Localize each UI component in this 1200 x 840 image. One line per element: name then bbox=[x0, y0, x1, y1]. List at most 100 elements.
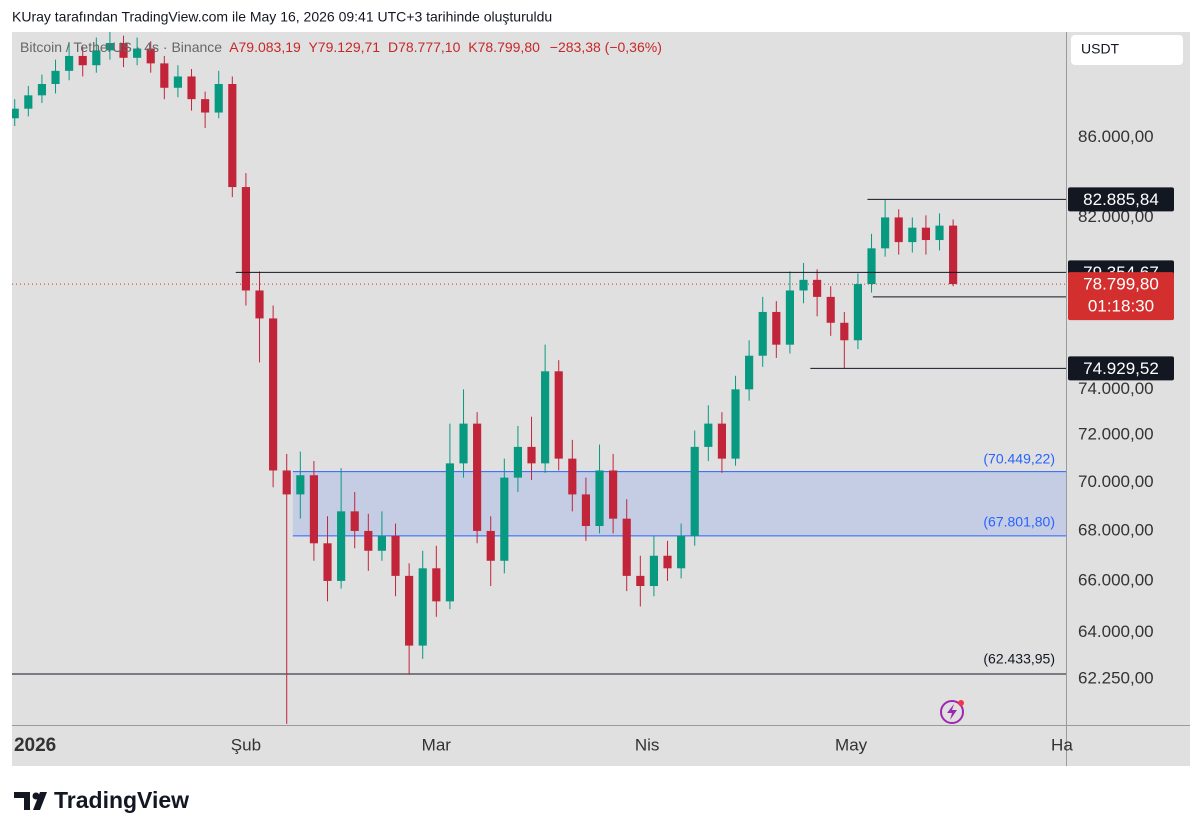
candle-body bbox=[323, 543, 332, 581]
candle-body bbox=[949, 225, 958, 285]
candle-body bbox=[813, 279, 822, 297]
candle-body bbox=[799, 279, 808, 291]
x-tick-label: Ha bbox=[1051, 735, 1073, 754]
y-tick-label: 66.000,00 bbox=[1078, 570, 1154, 589]
candle-body bbox=[745, 355, 754, 390]
ohlc-low: D78.777,10 bbox=[388, 39, 461, 55]
candle-body bbox=[690, 446, 699, 536]
candle-body bbox=[677, 535, 686, 569]
candle-body bbox=[908, 227, 917, 243]
x-tick-label: Nis bbox=[635, 735, 660, 754]
candle-body bbox=[146, 48, 155, 64]
x-tick-label: Mar bbox=[422, 735, 452, 754]
y-tick-label: 72.000,00 bbox=[1078, 425, 1154, 444]
alert-icon[interactable] bbox=[940, 700, 964, 724]
candle-body bbox=[649, 555, 658, 587]
candle-body bbox=[173, 76, 182, 88]
candle-body bbox=[568, 458, 577, 495]
x-tick-label: 2026 bbox=[14, 735, 56, 756]
candle-body bbox=[785, 290, 794, 345]
last-price-badge bbox=[1068, 272, 1174, 321]
candle-body bbox=[12, 108, 19, 119]
candle-body bbox=[92, 50, 101, 66]
ohlc-high: Y79.129,71 bbox=[308, 39, 380, 55]
candle-body bbox=[391, 535, 400, 576]
logo-text: TradingView bbox=[54, 787, 189, 813]
plot bbox=[12, 32, 1066, 724]
candle-body bbox=[717, 423, 726, 459]
candle-body bbox=[554, 371, 563, 459]
support-label: (62.433,95) bbox=[983, 651, 1055, 667]
candle-body bbox=[881, 217, 890, 249]
candle-body bbox=[758, 311, 767, 356]
candle-body bbox=[541, 371, 550, 464]
candle-body bbox=[255, 290, 264, 319]
candle-body bbox=[160, 63, 169, 88]
candle-body bbox=[241, 187, 250, 291]
alert-bolt[interactable] bbox=[947, 704, 957, 720]
candle-body bbox=[282, 470, 291, 495]
candle-body bbox=[527, 446, 536, 464]
candle-body bbox=[377, 535, 386, 551]
candle-body bbox=[595, 470, 604, 527]
candle-body bbox=[445, 463, 454, 602]
last-price-label: 78.799,80 bbox=[1083, 275, 1159, 294]
symbol: Bitcoin / TetherUS · 4s · Binance bbox=[20, 39, 222, 55]
candle-body bbox=[921, 227, 930, 241]
candle-body bbox=[486, 530, 495, 561]
candle-body bbox=[418, 568, 427, 646]
candle-body bbox=[622, 518, 631, 576]
candle-body bbox=[296, 475, 305, 495]
candle-body bbox=[826, 296, 835, 323]
level-label: 74.929,52 bbox=[1083, 359, 1159, 378]
candle-body bbox=[513, 446, 522, 478]
candle-body bbox=[432, 568, 441, 602]
candle-body bbox=[459, 423, 468, 464]
candle-body bbox=[228, 83, 237, 188]
candle-body bbox=[704, 423, 713, 447]
candle-body bbox=[405, 575, 414, 646]
level-badge bbox=[1068, 187, 1174, 212]
candle-body bbox=[636, 575, 645, 587]
candle-body bbox=[840, 322, 849, 341]
zone-bottom-label: (67.801,80) bbox=[983, 514, 1055, 530]
level-label: 82.885,84 bbox=[1083, 190, 1159, 209]
candle-body bbox=[337, 511, 346, 581]
overlay: 62.250,00 64.000,00 66.000,00 68.000,00 70.0… bbox=[14, 127, 1174, 756]
candle-body bbox=[731, 389, 740, 459]
y-tick-label: 68.000,00 bbox=[1078, 520, 1154, 539]
y-tick-label: 82.000,00 bbox=[1078, 207, 1154, 226]
ohlc-open: A79.083,19 bbox=[229, 39, 301, 55]
candle-body bbox=[37, 83, 46, 96]
candle-body bbox=[65, 55, 74, 71]
candle-body bbox=[201, 99, 210, 113]
candle-body bbox=[663, 555, 672, 569]
candle-body bbox=[309, 475, 318, 544]
header: KUray tarafından TradingView.com ile May… bbox=[12, 9, 552, 25]
currency-button[interactable] bbox=[1071, 35, 1183, 65]
y-tick-label: 70.000,00 bbox=[1078, 472, 1154, 491]
candle-body bbox=[350, 511, 359, 531]
candle-body bbox=[51, 70, 60, 84]
ohlc-legend: Bitcoin / TetherUS · 4s · Binance A79.08… bbox=[20, 39, 662, 55]
ohlc-change: −283,38 (−0,36%) bbox=[550, 39, 662, 55]
candle-body bbox=[187, 76, 196, 100]
candle-body bbox=[269, 318, 278, 471]
candle-body bbox=[867, 248, 876, 285]
ohlc-close: K78.799,80 bbox=[468, 39, 540, 55]
currency[interactable]: USDT bbox=[1081, 41, 1120, 57]
x-tick-label: Şub bbox=[231, 735, 261, 754]
alert-dot[interactable] bbox=[958, 700, 964, 706]
candle-body bbox=[214, 83, 223, 113]
y-tick-label: 74.000,00 bbox=[1078, 379, 1154, 398]
candle-body bbox=[473, 423, 482, 531]
candle-body bbox=[609, 470, 618, 519]
candle-body bbox=[78, 55, 87, 66]
candle-body bbox=[500, 477, 509, 561]
candle-body bbox=[133, 48, 142, 58]
candle-body bbox=[772, 311, 781, 345]
logo: TradingView bbox=[14, 787, 189, 813]
alert-ring[interactable] bbox=[940, 700, 964, 724]
y-tick-label: 64.000,00 bbox=[1078, 622, 1154, 641]
